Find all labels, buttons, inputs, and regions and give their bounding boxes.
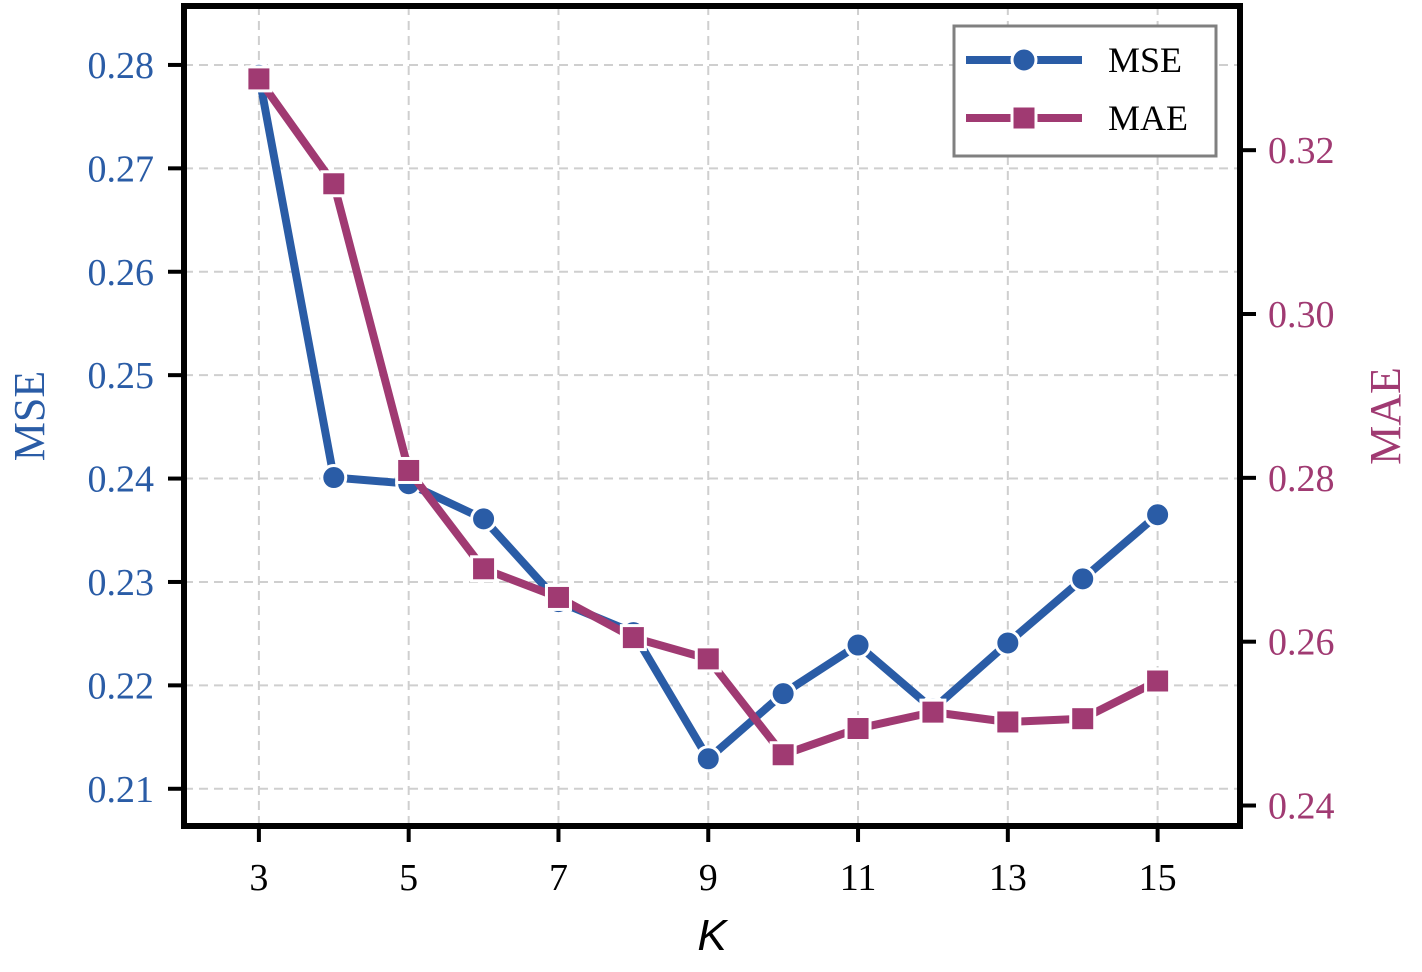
x-tick-label: 3 [249, 857, 268, 899]
x-tick-label: 5 [399, 857, 418, 899]
legend-mse-marker [1010, 46, 1038, 74]
mse-point [844, 631, 872, 659]
x-tick-label: 7 [549, 857, 568, 899]
mae-point [694, 645, 722, 673]
right-tick-label: 0.26 [1268, 622, 1335, 664]
left-tick-label: 0.26 [88, 252, 155, 294]
x-tick-label: 9 [699, 857, 718, 899]
mae-point [769, 741, 797, 769]
right-tick-label: 0.24 [1268, 786, 1335, 828]
mae-point [470, 555, 498, 583]
left-tick-label: 0.27 [88, 148, 155, 190]
legend-mse-label: MSE [1108, 40, 1182, 80]
left-tick-label: 0.22 [88, 665, 155, 707]
left-tick-label: 0.23 [88, 562, 155, 604]
mae-point [844, 715, 872, 743]
mae-point [395, 456, 423, 484]
legend-box [952, 24, 1218, 158]
mae-point [1144, 667, 1172, 695]
left-tick-label: 0.24 [88, 459, 155, 501]
left-tick-label: 0.25 [88, 355, 155, 397]
mae-point [245, 65, 273, 93]
mae-point [619, 624, 647, 652]
mse-point [694, 745, 722, 773]
mse-point [769, 680, 797, 708]
mse-point [994, 629, 1022, 657]
x-tick-label: 11 [840, 857, 877, 899]
legend-mae-label: MAE [1108, 98, 1188, 138]
right-tick-label: 0.32 [1268, 130, 1335, 172]
legend-items: MSE MAE [966, 40, 1188, 138]
left-axis-label: MSE [5, 371, 54, 461]
x-axis-label: K [697, 911, 728, 960]
mae-point [320, 170, 348, 198]
mae-point [1069, 705, 1097, 733]
left-tick-label: 0.21 [88, 769, 155, 811]
mae-point [994, 708, 1022, 736]
x-tick-label: 15 [1139, 857, 1177, 899]
left-axis-ticks: 0.21 0.22 0.23 0.24 0.25 0.26 0.27 0.28 [88, 45, 184, 811]
plot-series [245, 61, 1172, 773]
right-axis-ticks: 0.24 0.26 0.28 0.30 0.32 [1240, 130, 1335, 828]
right-tick-label: 0.30 [1268, 294, 1335, 336]
mse-point [320, 464, 348, 492]
x-axis-ticks: 3 5 7 9 11 13 15 [249, 826, 1177, 899]
plot-frame [181, 3, 1243, 829]
mae-point [544, 583, 572, 611]
x-tick-label: 13 [989, 857, 1027, 899]
mae-point [919, 698, 947, 726]
right-axis-label: MAE [1361, 367, 1410, 465]
legend-mae-marker [1010, 104, 1038, 132]
mse-point [1069, 565, 1097, 593]
mse-point [470, 505, 498, 533]
left-tick-label: 0.28 [88, 45, 155, 87]
mse-point [1144, 501, 1172, 529]
right-tick-label: 0.28 [1268, 458, 1335, 500]
legend: MSE MAE [952, 24, 1218, 158]
